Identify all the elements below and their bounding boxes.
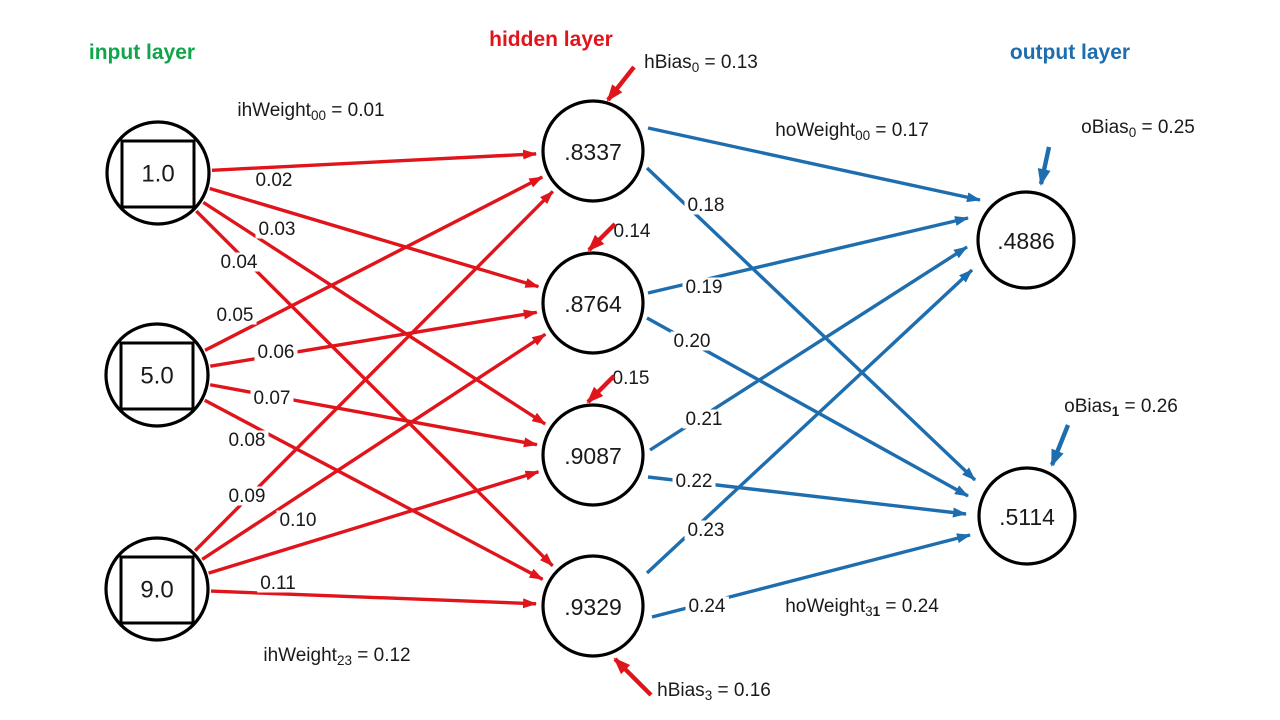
- edge-input2-hidden1: [201, 332, 547, 561]
- input-node-0: [105, 120, 211, 226]
- hidden-node-3: [541, 554, 645, 658]
- weight-label-ih00-bg: [234, 100, 388, 122]
- hidden-node-value-2: .9087: [564, 443, 622, 469]
- bias-arrow-hidden-1: [587, 222, 617, 252]
- hidden-node-0: [541, 99, 645, 203]
- bias-label-hidden-1-bg: [610, 221, 654, 241]
- bias-label-hidden-3-bg: [654, 680, 774, 702]
- weight-label-ih10-bg: [213, 305, 257, 325]
- bias-arrow-hidden-2: [586, 374, 616, 404]
- edge-input1-hidden3: [203, 398, 544, 581]
- weight-label-ih11-bg: [254, 342, 298, 362]
- weight-label-ih12-bg: [250, 388, 294, 408]
- weight-label-ih03-bg: [217, 252, 261, 272]
- output-node-value-1: .5114: [999, 504, 1055, 530]
- bias-label-hidden-2-bg: [609, 368, 653, 388]
- weight-label-ih13: 0.08: [229, 430, 266, 451]
- weight-label-ho21-bg: [672, 471, 716, 491]
- bias-label-output-1-bg: [1061, 396, 1181, 418]
- weight-label-ho01-bg: [684, 195, 728, 215]
- labels-layer: ihWeight00 = 0.01 0.02 0.030.04 0.050.06 0.0…: [213, 52, 1198, 703]
- input-node-square-1: [119, 341, 195, 411]
- edge-input2-hidden3: [210, 589, 538, 609]
- weight-label-ho31: 0.24: [689, 596, 726, 617]
- edge-input2-hidden2: [208, 470, 540, 575]
- weight-label-ho30: 0.23: [688, 520, 725, 541]
- bias-arrow-hidden-0: [606, 65, 636, 102]
- output-node-0: [976, 190, 1076, 290]
- weight-label-ih02-bg: [255, 219, 299, 239]
- bias-arrow-hidden-3: [613, 657, 653, 697]
- hidden-node-value-1: .8764: [564, 291, 622, 317]
- bias-label-hidden-0: hBias0 = 0.13: [644, 52, 758, 75]
- weight-label-ih02: 0.03: [259, 219, 296, 240]
- weight-label-ho31-name: hoWeight31 = 0.24: [785, 596, 939, 619]
- weight-label-ih20: 0.09: [229, 486, 266, 507]
- input-node-square-2: [119, 555, 195, 625]
- bias-arrow-output-1: [1049, 424, 1071, 467]
- hidden-node-value-3: .9329: [564, 594, 622, 620]
- edge-input0-hidden1: [209, 186, 540, 289]
- weight-label-ho01: 0.18: [688, 195, 725, 216]
- weight-label-ho10: 0.19: [686, 277, 723, 298]
- weight-label-ih22-bg: [257, 573, 299, 593]
- bias-label-output-0: oBias0 = 0.25: [1081, 117, 1195, 140]
- bias-layer: [586, 65, 1071, 697]
- bias-label-hidden-2: 0.15: [613, 368, 650, 389]
- weight-label-ih22: 0.11: [260, 573, 296, 594]
- weight-label-ih01-bg: [252, 170, 296, 190]
- hidden-node-1: [541, 251, 645, 355]
- output-node-1: [977, 466, 1077, 566]
- hidden-layer-title: hidden layer: [489, 28, 613, 51]
- input-layer-title: input layer: [88, 41, 196, 64]
- weight-label-ho31-bg: [685, 596, 729, 616]
- hidden-node-value-0: .8337: [564, 139, 622, 165]
- weight-label-ho11-bg: [670, 331, 714, 351]
- weight-label-ih23-bg: [260, 645, 414, 667]
- bias-label-output-0-bg: [1078, 117, 1198, 139]
- weight-label-ih10: 0.05: [217, 305, 254, 326]
- weight-label-ho00: hoWeight00 = 0.17: [775, 120, 929, 143]
- edge-input1-hidden0: [204, 175, 544, 352]
- edge-hidden0-output1: [645, 166, 977, 482]
- weight-label-ih21-bg: [276, 510, 320, 530]
- weight-label-ho31-name-bg: [782, 596, 943, 618]
- bias-label-output-1: oBias1 = 0.26: [1064, 396, 1178, 419]
- weight-label-ih21: 0.10: [280, 510, 317, 531]
- weight-label-ih00: ihWeight00 = 0.01: [237, 100, 384, 123]
- weight-label-ih01: 0.02: [256, 170, 293, 191]
- input-node-square-0: [120, 139, 196, 209]
- edge-input0-hidden2: [202, 200, 547, 426]
- weight-label-ih23: ihWeight23 = 0.12: [263, 645, 410, 668]
- input-node-value-0: 1.0: [141, 161, 174, 188]
- weight-label-ho10-bg: [682, 277, 726, 297]
- nodes-layer: 1.0 5.0 9.0 .8337 .8764 .9087 .9329 .4886 .5114: [104, 99, 1077, 658]
- input-node-value-1: 5.0: [140, 363, 173, 390]
- weight-label-ho20-bg: [682, 409, 726, 429]
- bias-label-hidden-0-bg: [641, 52, 761, 74]
- input-node-1: [104, 322, 210, 428]
- weight-label-ho11: 0.20: [674, 331, 711, 352]
- weight-label-ih11: 0.06: [258, 342, 295, 363]
- weight-label-ho21: 0.22: [676, 471, 713, 492]
- input-node-2: [104, 536, 210, 642]
- weight-label-ho20: 0.21: [686, 409, 723, 430]
- edge-hidden0-output0: [647, 126, 981, 203]
- bias-arrow-output-0: [1037, 146, 1052, 186]
- weight-label-ih20-bg: [225, 486, 269, 506]
- weight-label-ho30-bg: [684, 520, 728, 540]
- output-node-value-0: .4886: [997, 228, 1055, 254]
- weight-label-ih12: 0.07: [254, 388, 291, 409]
- weight-label-ih13-bg: [225, 430, 269, 450]
- hidden-node-2: [541, 403, 645, 507]
- weight-label-ho00-bg: [772, 120, 932, 142]
- output-layer-title: output layer: [1009, 41, 1131, 64]
- bias-label-hidden-3: hBias3 = 0.16: [657, 680, 771, 703]
- input-node-value-2: 9.0: [140, 577, 173, 604]
- edge-input0-hidden0: [211, 149, 538, 172]
- bias-label-hidden-1: 0.14: [614, 221, 651, 242]
- weight-label-ih03: 0.04: [221, 252, 258, 273]
